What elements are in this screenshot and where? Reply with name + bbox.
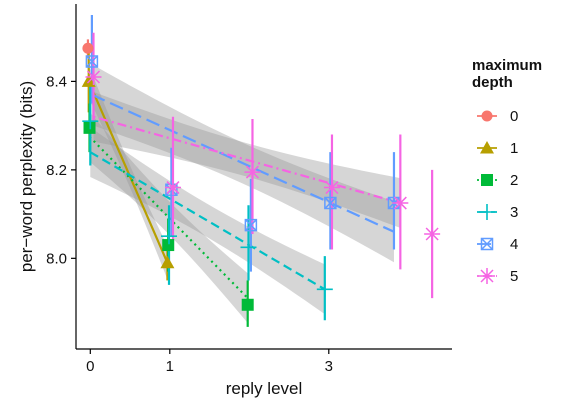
data-point-5-0	[85, 68, 102, 85]
data-point-2-2	[241, 298, 254, 311]
confidence-bands	[88, 64, 401, 324]
trend-lines	[87, 80, 401, 299]
legend-title-line-0: maximum	[472, 57, 542, 74]
data-point-3-3	[316, 281, 333, 298]
data-point-2-1	[162, 239, 175, 252]
y-tick-label-2: 8.4	[46, 73, 67, 90]
legend-label-1: 1	[510, 140, 518, 157]
x-axis-title: reply level	[226, 379, 303, 398]
legend-key-marker-5	[479, 268, 495, 284]
legend-key-marker-3	[479, 204, 495, 220]
trend-line-3	[89, 151, 326, 291]
legend-entry-0: 0	[477, 108, 518, 125]
legend-entry-5: 5	[477, 268, 518, 285]
legend-label-3: 3	[510, 204, 518, 221]
legend-key-marker-2	[481, 174, 493, 186]
data-point-5-5	[424, 226, 441, 242]
legend-title-line-1: depth	[472, 74, 513, 91]
y-tick-label-1: 8.2	[46, 162, 67, 179]
x-tick-label-2: 3	[325, 358, 333, 375]
trend-line-2	[88, 135, 249, 299]
data-point-3-1	[161, 228, 178, 245]
axes: 8.0 8.2 8.4 0 1 3	[46, 4, 452, 375]
legend-entry-2: 2	[477, 172, 518, 189]
legend-entry-1: 1	[477, 140, 518, 157]
y-axis-title: per−word perplexity (bits)	[17, 81, 36, 272]
data-point-4-3	[324, 196, 337, 210]
data-point-1-0	[81, 74, 96, 87]
data-point-5-4	[392, 195, 409, 212]
data-point-1-1	[160, 255, 175, 269]
x-tick-label-0: 0	[86, 358, 94, 375]
legend-entry-3: 3	[477, 204, 518, 221]
confidence-band-3	[90, 127, 325, 315]
legend-label-2: 2	[510, 172, 518, 189]
y-tick-label-0: 8.0	[46, 250, 67, 267]
data-point-0-0	[82, 42, 94, 54]
x-tick-label-1: 1	[166, 358, 174, 375]
trend-line-5	[93, 115, 401, 205]
legend-entry-4: 4	[477, 236, 518, 253]
legend-key-marker-0	[481, 110, 493, 122]
data-point-3-0	[82, 113, 99, 130]
data-point-5-2	[244, 164, 261, 181]
trend-line-4	[91, 93, 395, 233]
legend-key-marker-1	[480, 141, 494, 154]
data-point-5-3	[323, 179, 340, 196]
legend-label-0: 0	[510, 108, 518, 125]
trend-line-1	[87, 80, 169, 264]
legend-label-4: 4	[510, 236, 518, 253]
data-point-4-0	[85, 55, 99, 68]
data-point-3-2	[240, 239, 257, 256]
legend-label-5: 5	[510, 268, 518, 285]
data-points	[81, 42, 441, 311]
data-point-4-2	[244, 218, 258, 232]
legend-key-marker-4	[480, 237, 494, 251]
data-point-5-1	[164, 179, 181, 196]
